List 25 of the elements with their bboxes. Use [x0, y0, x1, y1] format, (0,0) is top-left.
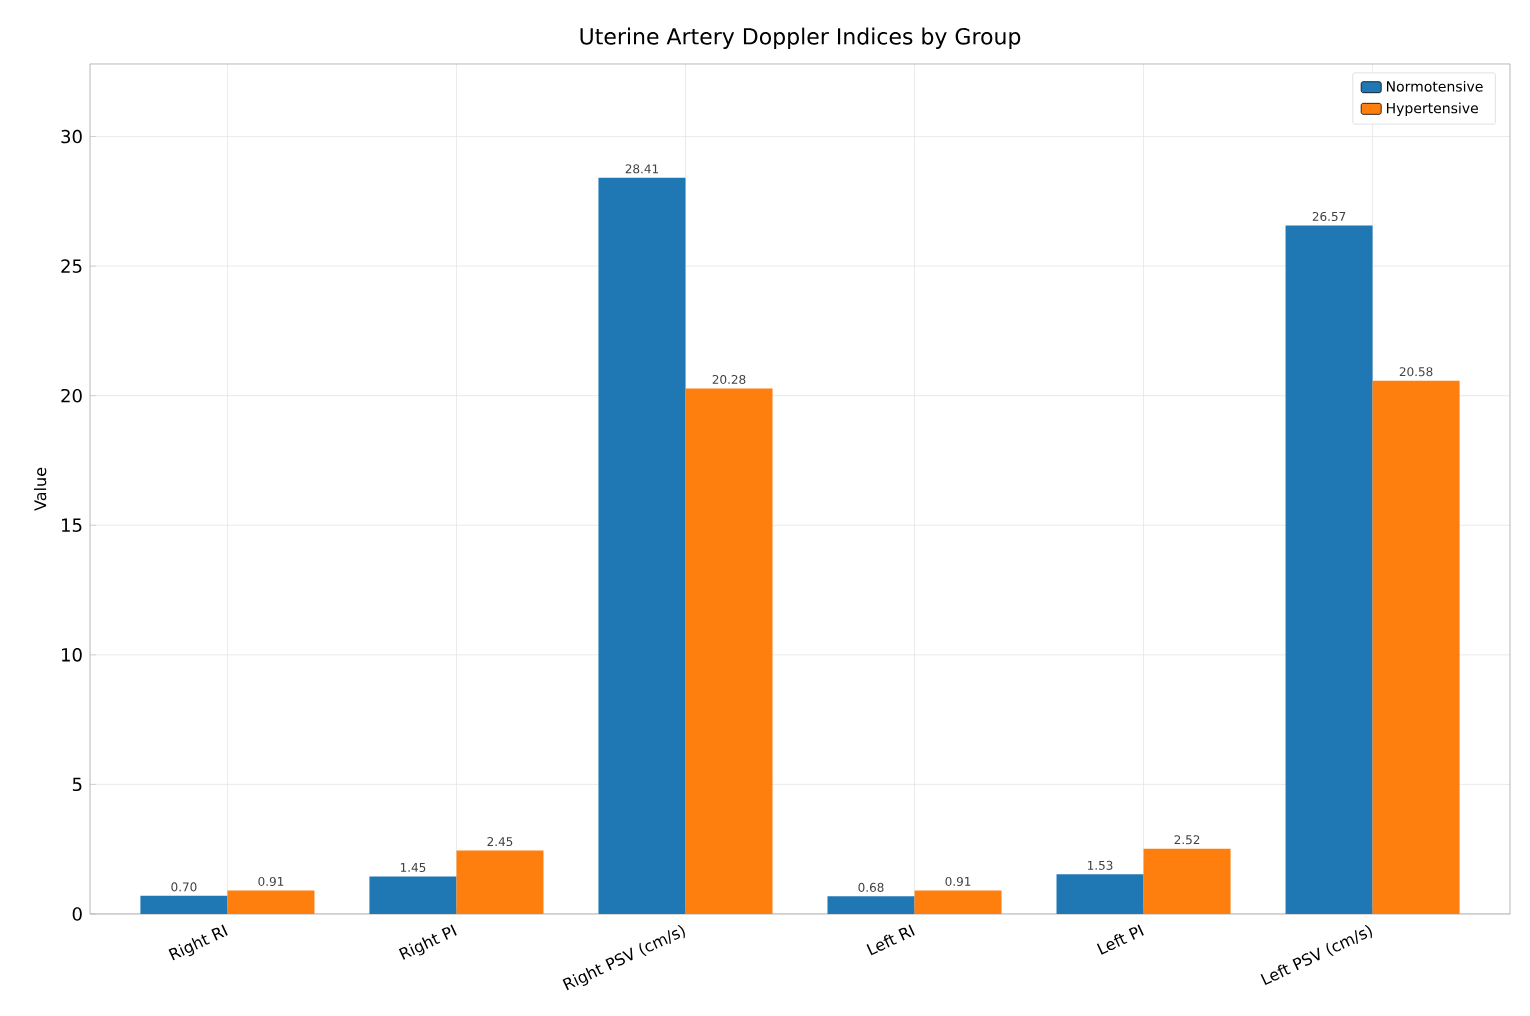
bar — [227, 890, 315, 914]
bar — [914, 890, 1002, 914]
x-tick-label: Left RI — [866, 924, 915, 956]
y-tick-label: 10 — [62, 648, 82, 662]
y-tick-label: 0 — [72, 907, 82, 921]
bar — [1285, 225, 1373, 914]
y-tick-label: 20 — [61, 388, 82, 403]
y-tick-label: 30 — [61, 129, 82, 144]
bar — [1143, 848, 1231, 914]
x-tick-label: Right PI — [398, 924, 457, 960]
y-tick-label: 25 — [61, 259, 82, 273]
y-tick-label: 15 — [62, 518, 82, 532]
bar — [598, 177, 686, 914]
bar — [140, 895, 228, 914]
bar — [827, 896, 915, 914]
y-axis-title: Value — [33, 467, 47, 511]
bar — [1372, 380, 1460, 914]
x-tick-label: Left PI — [1096, 924, 1144, 955]
bar — [369, 876, 457, 914]
bar — [1056, 874, 1144, 914]
y-tick-label: 5 — [72, 777, 82, 792]
bar — [456, 850, 544, 914]
chart-title: Uterine Artery Doppler Indices by Group — [580, 27, 1021, 49]
x-tick-label: Right RI — [168, 924, 228, 961]
bar — [685, 388, 773, 914]
